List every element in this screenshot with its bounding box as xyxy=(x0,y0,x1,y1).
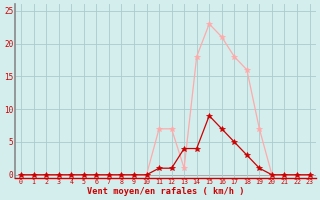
X-axis label: Vent moyen/en rafales ( km/h ): Vent moyen/en rafales ( km/h ) xyxy=(87,187,244,196)
